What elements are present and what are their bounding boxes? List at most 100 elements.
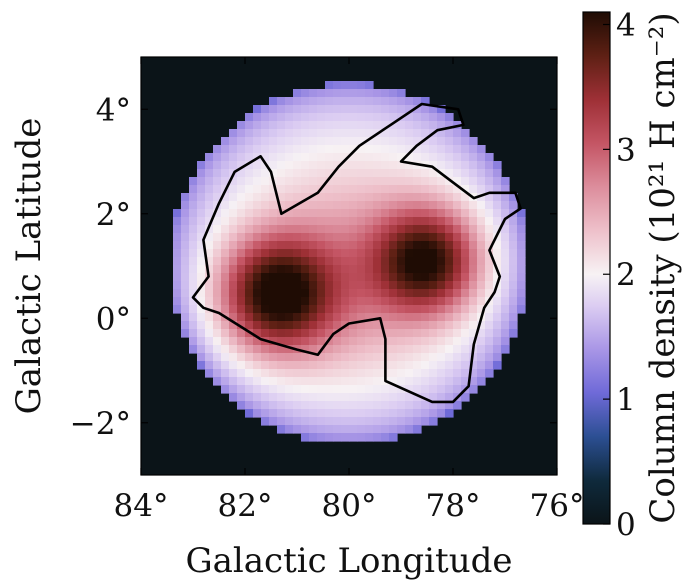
heatmap-cell xyxy=(357,361,366,370)
heatmap-cell xyxy=(261,249,270,258)
heatmap-cell xyxy=(341,209,350,218)
heatmap-cell xyxy=(349,97,358,106)
heatmap-cell xyxy=(437,177,446,186)
heatmap-cell xyxy=(373,313,382,322)
heatmap-cell xyxy=(317,385,326,394)
heatmap-cell xyxy=(245,233,254,242)
colorbar-title: Column density (10²¹ H cm⁻²) xyxy=(643,12,683,523)
heatmap-cell xyxy=(405,217,414,226)
heatmap-cell xyxy=(253,249,262,258)
heatmap-cell xyxy=(485,305,494,314)
heatmap-cell xyxy=(365,337,374,346)
heatmap-cell xyxy=(477,377,486,386)
heatmap-cell xyxy=(277,385,286,394)
heatmap-cell xyxy=(373,185,382,194)
heatmap-cell xyxy=(245,353,254,362)
heatmap-cell xyxy=(277,345,286,354)
heatmap-cell xyxy=(365,145,374,154)
heatmap-cell xyxy=(253,337,262,346)
heatmap-cell xyxy=(485,361,494,370)
heatmap-cell xyxy=(189,281,198,290)
heatmap-cell xyxy=(189,257,198,266)
heatmap-cell xyxy=(365,249,374,258)
heatmap-cell xyxy=(461,265,470,274)
heatmap-cell xyxy=(357,305,366,314)
heatmap-cell xyxy=(421,281,430,290)
heatmap-cell xyxy=(245,241,254,250)
heatmap-cell xyxy=(277,369,286,378)
heatmap-cell xyxy=(205,201,214,210)
heatmap-cell xyxy=(261,401,270,410)
colorbar-tick-label: 0 xyxy=(616,507,636,543)
heatmap-cell xyxy=(397,361,406,370)
heatmap-cell xyxy=(269,361,278,370)
heatmap-cell xyxy=(493,361,502,370)
heatmap-cell xyxy=(381,289,390,298)
heatmap-cell xyxy=(301,433,310,442)
heatmap-cell xyxy=(357,329,366,338)
heatmap-cell xyxy=(429,217,438,226)
heatmap-cell xyxy=(445,113,454,122)
heatmap-cell xyxy=(333,209,342,218)
heatmap-cell xyxy=(285,281,294,290)
heatmap-cell xyxy=(245,361,254,370)
heatmap-cell xyxy=(189,201,198,210)
heatmap-cell xyxy=(277,161,286,170)
heatmap-cell xyxy=(365,369,374,378)
heatmap-cell xyxy=(253,297,262,306)
heatmap-cell xyxy=(485,185,494,194)
heatmap-cell xyxy=(197,345,206,354)
heatmap-cell xyxy=(461,321,470,330)
heatmap-cell xyxy=(293,241,302,250)
heatmap-cell xyxy=(293,121,302,130)
heatmap-cell xyxy=(325,153,334,162)
heatmap-cell xyxy=(509,193,518,202)
heatmap-cell xyxy=(365,89,374,98)
heatmap-cell xyxy=(261,137,270,146)
heatmap-cell xyxy=(221,329,230,338)
heatmap-cell xyxy=(309,257,318,266)
heatmap-cell xyxy=(325,257,334,266)
heatmap-cell xyxy=(229,185,238,194)
heatmap-cell xyxy=(365,385,374,394)
heatmap-cell xyxy=(189,177,198,186)
heatmap-cell xyxy=(461,225,470,234)
heatmap-cell xyxy=(477,297,486,306)
heatmap-cell xyxy=(389,193,398,202)
heatmap-cell xyxy=(269,233,278,242)
heatmap-cell xyxy=(317,313,326,322)
heatmap-cell xyxy=(293,329,302,338)
heatmap-cell xyxy=(421,297,430,306)
heatmap-cell xyxy=(285,289,294,298)
heatmap-cell xyxy=(309,265,318,274)
heatmap-cell xyxy=(173,217,182,226)
heatmap-cell xyxy=(237,369,246,378)
heatmap-cell xyxy=(333,433,342,442)
heatmap-cell xyxy=(421,249,430,258)
heatmap-cell xyxy=(357,409,366,418)
heatmap-cell xyxy=(229,177,238,186)
heatmap-cell xyxy=(237,233,246,242)
heatmap-cell xyxy=(261,305,270,314)
heatmap-cell xyxy=(461,289,470,298)
heatmap-cell xyxy=(445,185,454,194)
heatmap-cell xyxy=(445,409,454,418)
heatmap-cell xyxy=(349,241,358,250)
heatmap-cell xyxy=(381,401,390,410)
heatmap-cell xyxy=(365,353,374,362)
heatmap-cell xyxy=(421,209,430,218)
heatmap-cell xyxy=(453,337,462,346)
heatmap-cell xyxy=(333,393,342,402)
heatmap-cell xyxy=(301,289,310,298)
heatmap-cell xyxy=(317,105,326,114)
heatmap-cell xyxy=(517,225,526,234)
heatmap-cell xyxy=(501,321,510,330)
heatmap-cell xyxy=(421,241,430,250)
heatmap-cell xyxy=(181,305,190,314)
heatmap-cell xyxy=(229,161,238,170)
heatmap-cell xyxy=(389,121,398,130)
heatmap-cell xyxy=(349,401,358,410)
heatmap-cell xyxy=(261,297,270,306)
heatmap-cell xyxy=(301,113,310,122)
heatmap-cell xyxy=(293,193,302,202)
